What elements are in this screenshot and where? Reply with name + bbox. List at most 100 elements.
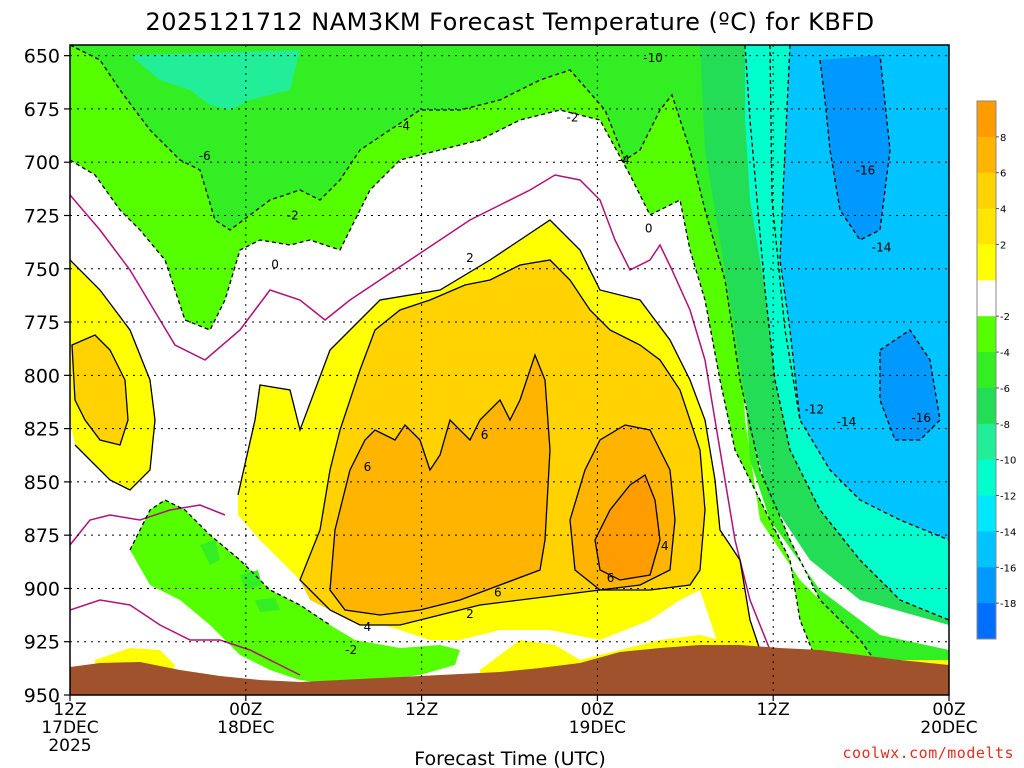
contour-label: -2 — [567, 110, 579, 124]
y-tick-label: 825 — [24, 419, 60, 441]
y-tick-label: 950 — [24, 685, 60, 707]
colorbar-swatch — [977, 352, 996, 389]
contour-two — [237, 219, 761, 651]
colorbar-label: 8 — [1000, 133, 1006, 144]
x-tick-label: 00Z — [581, 700, 614, 720]
colorbar-label: 4 — [1000, 205, 1006, 216]
plot-frame — [69, 44, 950, 696]
contour-label: 6 — [607, 571, 615, 585]
y-tick-label: 725 — [24, 205, 60, 227]
colorbar-label: -2 — [1000, 312, 1010, 323]
contour-label: -14 — [872, 240, 892, 254]
colorbar-swatch — [977, 136, 996, 174]
y-tick-label: 850 — [24, 472, 60, 494]
contour-label: -14 — [837, 415, 857, 429]
contour-label: -16 — [856, 164, 876, 178]
contour-minus14 — [779, 45, 801, 421]
colorbar-swatch — [977, 244, 996, 281]
y-tick-label: 875 — [24, 525, 60, 547]
contour-label: 0 — [645, 221, 653, 235]
contour-label: -2 — [345, 643, 357, 657]
field-minus4-band — [70, 45, 949, 695]
field-minus2-to-minus4 — [70, 45, 949, 695]
contour-left-warm — [70, 259, 156, 491]
contour-label: -6 — [199, 149, 211, 163]
contour-labels: -10 -6 -4 -2 -4 -2 0 0 2 -16 -14 -12 -14 -16 6 6 6 6 4 2 4 -2 — [199, 51, 931, 657]
colorbar-label: -8 — [1000, 420, 1010, 431]
x-tick-label: 20DEC — [920, 718, 977, 738]
contour-label: -12 — [804, 402, 824, 416]
contour-minus6 — [70, 45, 901, 695]
colorbar-label: 2 — [1000, 240, 1006, 251]
colorbar-swatch — [977, 101, 996, 138]
colorbar-swatch — [977, 172, 996, 210]
contour-label: 4 — [661, 539, 669, 553]
contour-minus10 — [744, 45, 949, 621]
contour-label: 2 — [466, 251, 474, 265]
x-tick-label: 17DEC — [41, 718, 98, 738]
x-tick-label: 2025 — [48, 736, 91, 756]
colorbar-swatch — [977, 603, 996, 640]
contour-label: -16 — [911, 411, 931, 425]
field-six-to-eight — [330, 355, 550, 615]
contour-label: 6 — [481, 428, 489, 442]
contour-minus4 — [70, 109, 831, 695]
contour-label: 4 — [364, 620, 372, 634]
x-tick-label: 12Z — [405, 700, 438, 720]
colorbar-frame — [976, 100, 997, 640]
field-deep-blue-band-2 — [880, 330, 940, 440]
field-four-to-six-left — [72, 335, 128, 445]
y-tick-label: 800 — [24, 365, 60, 387]
colorbar-swatch — [977, 280, 996, 317]
y-tick-label: 775 — [24, 312, 60, 334]
colorbar-label: 6 — [1000, 169, 1006, 180]
chart-title: 2025121712 NAM3KM Forecast Temperature (… — [145, 8, 874, 36]
y-axis: 650 675 700 725 750 775 800 825 850 875 900 925 950 — [24, 46, 70, 707]
field-above-eight — [595, 475, 660, 580]
contour-minus16-b — [879, 329, 941, 441]
colorbar-label: -12 — [1000, 492, 1016, 503]
field-minus6-band — [70, 45, 949, 625]
contour-four — [299, 259, 706, 626]
contour-zero-lower — [70, 504, 301, 676]
contour-eight — [594, 474, 661, 581]
colorbar-label: -18 — [1000, 599, 1016, 610]
x-tick-label: 12Z — [53, 700, 86, 720]
x-tick-label: 18DEC — [217, 718, 274, 738]
contour-lines — [70, 45, 949, 695]
colorbar-swatch — [977, 459, 996, 497]
contour-label: -2 — [287, 208, 299, 222]
contour-minus12 — [769, 45, 949, 541]
colorbar-swatch — [977, 316, 996, 353]
contour-label: 6 — [494, 586, 502, 600]
credit-text: coolwx.com/modelts — [842, 744, 1014, 762]
contour-minus16 — [819, 54, 891, 241]
field-upper-teal — [130, 50, 300, 110]
colorbar-swatch — [977, 423, 996, 461]
y-tick-label: 900 — [24, 578, 60, 600]
colorbar-label: -4 — [1000, 348, 1010, 359]
contour-label: -4 — [618, 153, 630, 167]
y-tick-label: 650 — [24, 46, 60, 68]
colorbar-label: -14 — [1000, 527, 1016, 538]
contour-zero — [70, 174, 791, 681]
colorbar: 8 6 4 2 -2 -4 -6 -8 -10 -12 -14 -16 -18 — [976, 100, 1016, 640]
y-tick-label: 750 — [24, 259, 60, 281]
colorbar-swatch — [977, 387, 996, 425]
y-tick-label: 675 — [24, 99, 60, 121]
x-tick-label: 12Z — [757, 700, 790, 720]
colorbar-label: -16 — [1000, 563, 1016, 574]
colorbar-label: -10 — [1000, 456, 1016, 467]
colorbar-label: -6 — [1000, 384, 1010, 395]
contour-label: 0 — [271, 258, 279, 272]
y-tick-label: 925 — [24, 632, 60, 654]
x-tick-label: 00Z — [229, 700, 262, 720]
x-tick-label: 00Z — [932, 700, 965, 720]
terrain — [70, 645, 949, 695]
colorbar-swatch — [977, 208, 996, 245]
colorbar-swatch — [977, 495, 996, 532]
contour-label: 6 — [364, 460, 372, 474]
contour-label: -4 — [398, 119, 410, 133]
contour-label: 2 — [466, 607, 474, 621]
